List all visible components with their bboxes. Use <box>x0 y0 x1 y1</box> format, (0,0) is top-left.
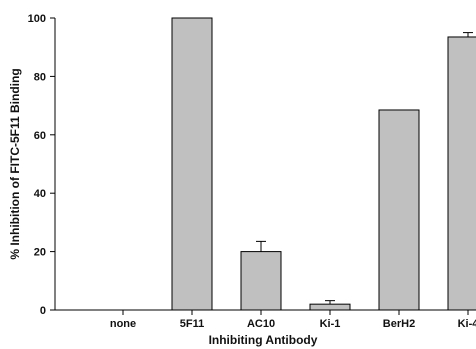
y-tick-label: 0 <box>40 305 46 317</box>
y-tick-label: 20 <box>34 247 46 259</box>
y-tick-label: 60 <box>34 130 46 142</box>
y-axis-title: % Inhibition of FITC-5F11 Binding <box>8 68 22 259</box>
bar-ki-1 <box>309 303 351 311</box>
y-tick-label: 40 <box>34 188 46 200</box>
x-tick-label: 5F11 <box>180 318 204 330</box>
x-tick-label: BerH2 <box>383 318 415 330</box>
y-axis: 0 20 40 60 80 100 <box>28 13 56 317</box>
x-tick-label: Ki-4 <box>458 318 476 330</box>
x-axis: none 5F11 AC10 Ki-1 BerH2 Ki-4 <box>55 309 476 330</box>
x-axis-title: Inhibiting Antibody <box>209 333 318 347</box>
bar-ac10 <box>240 251 282 311</box>
bar-berh2 <box>378 109 420 311</box>
bar-ki-4 <box>447 36 476 311</box>
bar-5f11 <box>171 17 213 311</box>
y-tick-label: 80 <box>34 71 46 83</box>
y-tick-label: 100 <box>28 13 46 25</box>
x-tick-label: none <box>110 318 136 330</box>
bars <box>171 17 476 311</box>
error-bars <box>256 32 473 305</box>
x-tick-label: AC10 <box>247 318 275 330</box>
x-tick-label: Ki-1 <box>320 318 341 330</box>
